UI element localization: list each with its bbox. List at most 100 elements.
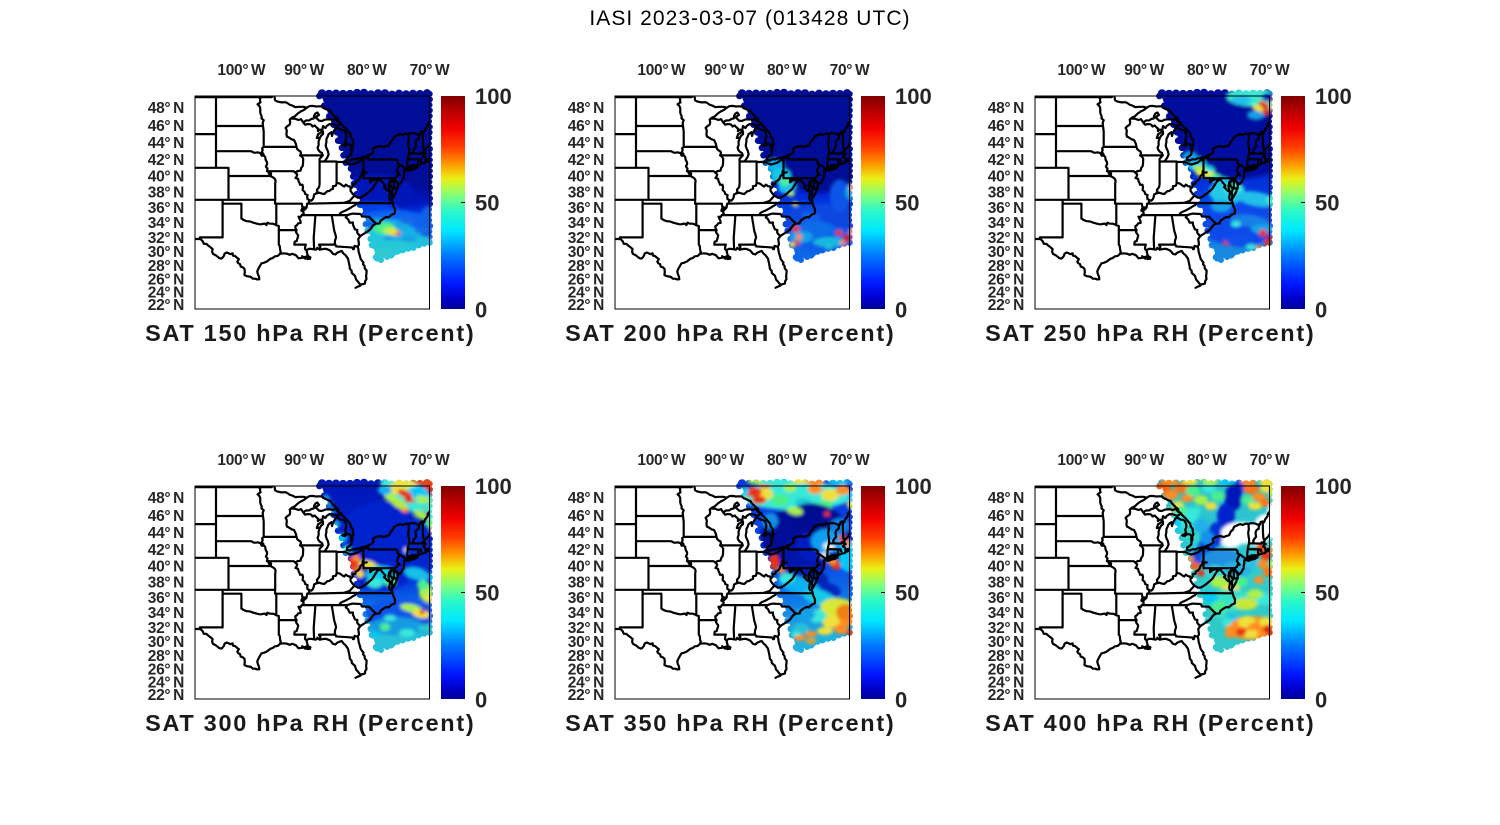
svg-text:42° N: 42° N	[988, 152, 1024, 169]
svg-text:100° W: 100° W	[637, 452, 686, 469]
svg-text:70° W: 70° W	[410, 452, 450, 469]
svg-text:36° N: 36° N	[568, 590, 604, 607]
svg-text:SAT 300 hPa RH (Percent): SAT 300 hPa RH (Percent)	[145, 710, 475, 736]
svg-text:44° N: 44° N	[988, 525, 1024, 542]
svg-text:40° N: 40° N	[568, 559, 604, 576]
svg-text:100: 100	[895, 84, 932, 109]
svg-text:100: 100	[475, 84, 512, 109]
svg-text:36° N: 36° N	[988, 200, 1024, 217]
svg-text:46° N: 46° N	[568, 118, 604, 135]
svg-text:32° N: 32° N	[988, 230, 1024, 247]
svg-text:22° N: 22° N	[568, 687, 604, 704]
svg-text:28° N: 28° N	[988, 648, 1024, 665]
svg-text:36° N: 36° N	[988, 590, 1024, 607]
svg-text:46° N: 46° N	[148, 118, 184, 135]
svg-text:30° N: 30° N	[988, 634, 1024, 651]
svg-text:70° W: 70° W	[1250, 62, 1290, 79]
svg-text:38° N: 38° N	[568, 575, 604, 592]
svg-text:70° W: 70° W	[830, 62, 870, 79]
svg-text:50: 50	[475, 191, 499, 216]
svg-text:50: 50	[895, 191, 919, 216]
svg-text:28° N: 28° N	[148, 258, 184, 275]
svg-text:22° N: 22° N	[148, 297, 184, 314]
svg-text:48° N: 48° N	[988, 490, 1024, 507]
svg-text:IASI 2023-03-07 (013428 UTC): IASI 2023-03-07 (013428 UTC)	[589, 7, 910, 30]
svg-text:32° N: 32° N	[148, 620, 184, 637]
svg-text:36° N: 36° N	[148, 200, 184, 217]
svg-text:90° W: 90° W	[704, 452, 744, 469]
svg-text:70° W: 70° W	[1250, 452, 1290, 469]
svg-text:34° N: 34° N	[988, 605, 1024, 622]
svg-text:38° N: 38° N	[148, 575, 184, 592]
svg-text:42° N: 42° N	[148, 542, 184, 559]
svg-text:26° N: 26° N	[568, 272, 604, 289]
svg-text:SAT 150 hPa RH (Percent): SAT 150 hPa RH (Percent)	[145, 320, 475, 346]
svg-text:32° N: 32° N	[568, 230, 604, 247]
svg-text:22° N: 22° N	[568, 297, 604, 314]
svg-text:32° N: 32° N	[568, 620, 604, 637]
svg-text:26° N: 26° N	[568, 662, 604, 679]
svg-text:36° N: 36° N	[568, 200, 604, 217]
svg-text:90° W: 90° W	[284, 452, 324, 469]
svg-text:44° N: 44° N	[148, 525, 184, 542]
svg-text:100: 100	[895, 474, 932, 499]
svg-text:30° N: 30° N	[568, 634, 604, 651]
svg-text:48° N: 48° N	[148, 490, 184, 507]
svg-text:90° W: 90° W	[1124, 62, 1164, 79]
svg-text:50: 50	[895, 581, 919, 606]
svg-text:40° N: 40° N	[988, 169, 1024, 186]
svg-text:80° W: 80° W	[767, 452, 807, 469]
svg-text:SAT 250 hPa RH (Percent): SAT 250 hPa RH (Percent)	[985, 320, 1315, 346]
svg-text:26° N: 26° N	[988, 662, 1024, 679]
svg-text:28° N: 28° N	[148, 648, 184, 665]
svg-text:48° N: 48° N	[568, 490, 604, 507]
svg-text:40° N: 40° N	[988, 559, 1024, 576]
svg-text:24° N: 24° N	[148, 675, 184, 692]
svg-text:40° N: 40° N	[568, 169, 604, 186]
svg-text:40° N: 40° N	[148, 169, 184, 186]
svg-text:80° W: 80° W	[1187, 62, 1227, 79]
svg-text:100: 100	[1315, 474, 1352, 499]
svg-text:32° N: 32° N	[148, 230, 184, 247]
svg-text:42° N: 42° N	[148, 152, 184, 169]
svg-text:0: 0	[475, 298, 487, 323]
svg-text:34° N: 34° N	[148, 605, 184, 622]
svg-text:34° N: 34° N	[568, 215, 604, 232]
svg-text:44° N: 44° N	[568, 525, 604, 542]
svg-text:38° N: 38° N	[568, 185, 604, 202]
svg-text:0: 0	[1315, 298, 1327, 323]
svg-text:26° N: 26° N	[148, 272, 184, 289]
svg-text:90° W: 90° W	[1124, 452, 1164, 469]
svg-text:42° N: 42° N	[568, 542, 604, 559]
svg-text:22° N: 22° N	[988, 687, 1024, 704]
svg-text:48° N: 48° N	[148, 100, 184, 117]
svg-text:48° N: 48° N	[988, 100, 1024, 117]
svg-text:100: 100	[1315, 84, 1352, 109]
svg-text:32° N: 32° N	[988, 620, 1024, 637]
svg-text:38° N: 38° N	[988, 575, 1024, 592]
svg-text:22° N: 22° N	[988, 297, 1024, 314]
svg-text:0: 0	[475, 688, 487, 713]
svg-text:SAT 400 hPa RH (Percent): SAT 400 hPa RH (Percent)	[985, 710, 1315, 736]
svg-text:46° N: 46° N	[988, 508, 1024, 525]
svg-text:50: 50	[1315, 581, 1339, 606]
svg-text:24° N: 24° N	[988, 675, 1024, 692]
svg-text:100° W: 100° W	[637, 62, 686, 79]
svg-text:100° W: 100° W	[217, 62, 266, 79]
svg-text:28° N: 28° N	[988, 258, 1024, 275]
svg-text:34° N: 34° N	[148, 215, 184, 232]
svg-text:22° N: 22° N	[148, 687, 184, 704]
svg-text:80° W: 80° W	[347, 452, 387, 469]
svg-text:24° N: 24° N	[148, 285, 184, 302]
svg-text:80° W: 80° W	[767, 62, 807, 79]
svg-text:48° N: 48° N	[568, 100, 604, 117]
svg-text:26° N: 26° N	[988, 272, 1024, 289]
svg-text:90° W: 90° W	[284, 62, 324, 79]
svg-text:100° W: 100° W	[217, 452, 266, 469]
svg-text:46° N: 46° N	[988, 118, 1024, 135]
svg-text:90° W: 90° W	[704, 62, 744, 79]
svg-text:34° N: 34° N	[568, 605, 604, 622]
svg-text:100° W: 100° W	[1057, 452, 1106, 469]
svg-text:24° N: 24° N	[568, 675, 604, 692]
svg-text:44° N: 44° N	[568, 135, 604, 152]
